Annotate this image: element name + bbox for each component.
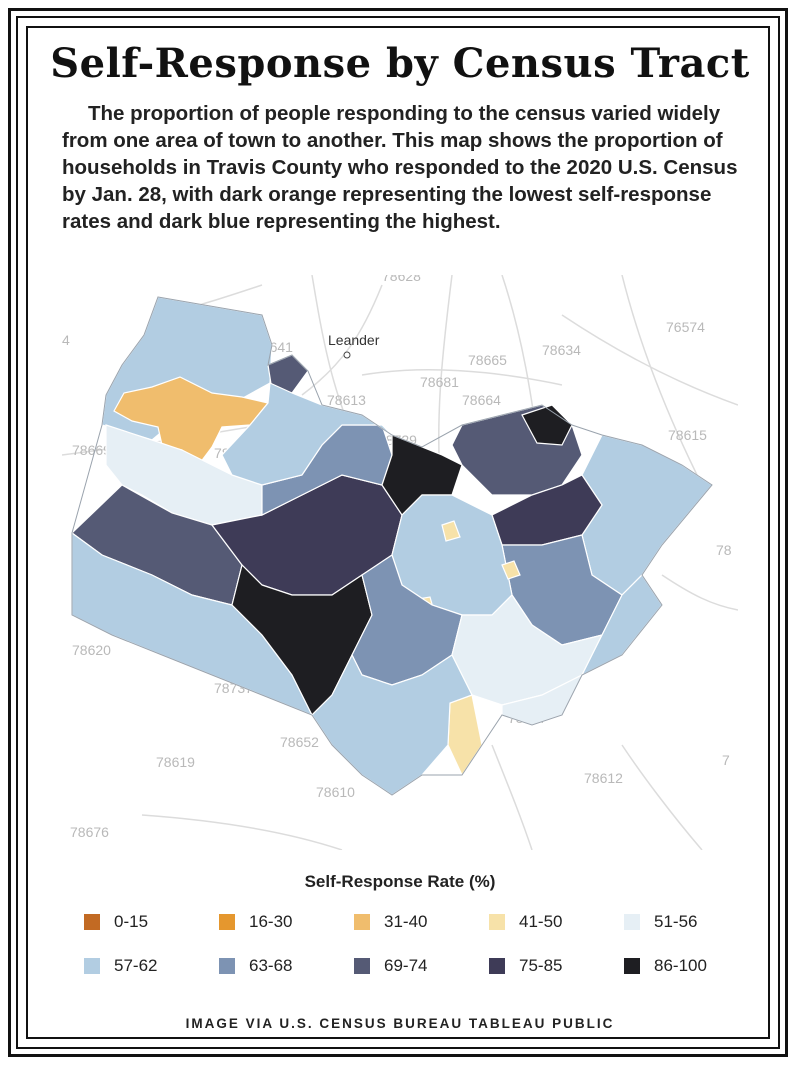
legend-swatch xyxy=(354,914,370,930)
legend-title: Self-Response Rate (%) xyxy=(304,872,496,891)
zip-label: 78676 xyxy=(70,824,109,840)
legend-item: 41-50 xyxy=(489,912,562,932)
zip-label: 78681 xyxy=(420,374,459,390)
zip-label: 78669 xyxy=(72,442,111,458)
zip-label: 4 xyxy=(62,332,70,348)
zip-label: 76574 xyxy=(666,319,705,335)
tract-downtown-pale xyxy=(441,520,461,542)
legend-item: 69-74 xyxy=(354,956,427,976)
zip-label: 78628 xyxy=(382,275,421,284)
legend-swatch xyxy=(219,958,235,974)
intro-paragraph: The proportion of people responding to t… xyxy=(62,102,738,233)
inner-border xyxy=(16,16,780,1049)
choropleth-map[interactable]: 78628 76574 78641 78665 78634 78681 7861… xyxy=(61,268,739,851)
zip-label: 78 xyxy=(716,542,732,558)
tract-northeast-dark xyxy=(521,404,573,446)
legend-row-2: 57-62 63-68 69-74 75-85 86-100 xyxy=(84,956,744,1000)
zip-label: 78610 xyxy=(316,784,355,800)
outer-border xyxy=(8,8,788,1057)
legend-item: 51-56 xyxy=(624,912,697,932)
zip-label: 78613 xyxy=(327,392,366,408)
inner-border-2 xyxy=(26,26,770,1039)
legend-swatch xyxy=(354,958,370,974)
county-tracts[interactable] xyxy=(71,296,713,796)
legend-item: 63-68 xyxy=(219,956,292,976)
legend-label: 0-15 xyxy=(114,912,149,931)
zip-label: 78664 xyxy=(462,392,501,408)
zip-label: 78665 xyxy=(468,352,507,368)
legend-item: 86-100 xyxy=(624,956,707,976)
image-credit: IMAGE VIA U.S. CENSUS BUREAU TABLEAU PUB… xyxy=(185,1016,615,1031)
tract-south-pale-orange xyxy=(447,694,483,777)
legend-label: 63-68 xyxy=(249,956,293,975)
legend-swatch xyxy=(624,958,640,974)
roads xyxy=(61,274,739,851)
zip-label: 78612 xyxy=(584,770,623,786)
legend-label: 69-74 xyxy=(384,956,428,975)
zip-label: 78615 xyxy=(668,427,707,443)
legend-swatch xyxy=(489,958,505,974)
county-outline xyxy=(71,296,713,796)
zip-label: 78619 xyxy=(156,754,195,770)
legend-swatch xyxy=(84,914,100,930)
legend-item: 75-85 xyxy=(489,956,562,976)
place-label: Leander xyxy=(328,332,380,348)
zip-label: 78634 xyxy=(542,342,581,358)
legend: 0-15 16-30 31-40 41-50 51-56 57-62 63-68 xyxy=(84,912,744,1000)
legend-swatch xyxy=(624,914,640,930)
map-svg: 78628 76574 78641 78665 78634 78681 7861… xyxy=(61,268,739,851)
legend-label: 31-40 xyxy=(384,912,428,931)
zip-label: 78620 xyxy=(72,642,111,658)
legend-label: 41-50 xyxy=(519,912,563,931)
legend-item: 57-62 xyxy=(84,956,157,976)
page-title: Self-Response by Census Tract xyxy=(50,40,750,87)
legend-label: 75-85 xyxy=(519,956,563,975)
legend-swatch xyxy=(219,914,235,930)
tract-orange-northwest xyxy=(113,376,270,466)
tract-downtown-pale-2 xyxy=(501,560,521,580)
zip-label: 7 xyxy=(722,752,730,768)
legend-label: 86-100 xyxy=(654,956,707,975)
legend-swatch xyxy=(489,914,505,930)
legend-swatch xyxy=(84,958,100,974)
zip-label: 78652 xyxy=(280,734,319,750)
legend-label: 57-62 xyxy=(114,956,158,975)
tract-east-light xyxy=(581,434,713,596)
place-leander: Leander xyxy=(328,332,380,359)
legend-item: 16-30 xyxy=(219,912,292,932)
legend-label: 51-56 xyxy=(654,912,698,931)
legend-item: 31-40 xyxy=(354,912,427,932)
legend-row-1: 0-15 16-30 31-40 41-50 51-56 xyxy=(84,912,744,956)
legend-item: 0-15 xyxy=(84,912,148,932)
legend-label: 16-30 xyxy=(249,912,293,931)
